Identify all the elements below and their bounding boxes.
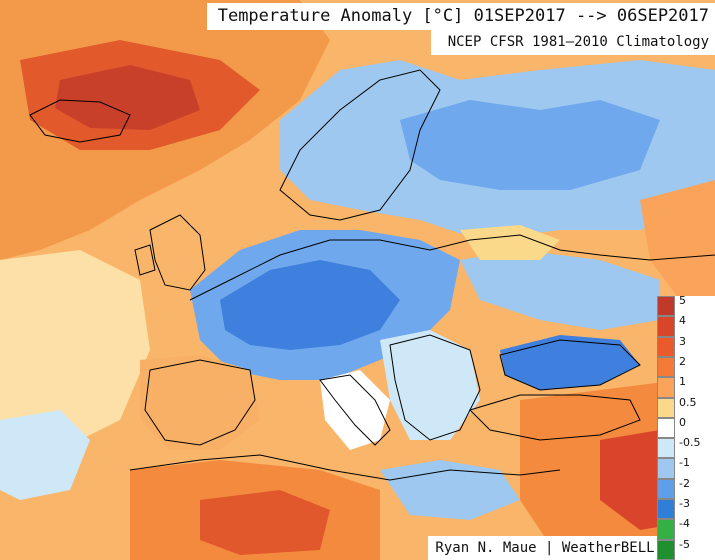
coastline-black-sea xyxy=(499,339,641,391)
coastline-turkey xyxy=(469,394,641,441)
map-subtitle: NCEP CFSR 1981–2010 Climatology xyxy=(431,30,715,55)
hot-core xyxy=(55,65,200,130)
legend-label: -2 xyxy=(679,476,690,490)
legend-label: -5 xyxy=(679,537,690,551)
warm-russia xyxy=(640,180,715,300)
cool-atlantic-patch xyxy=(0,410,90,500)
legend-swatch xyxy=(657,478,675,500)
legend-swatch xyxy=(657,356,675,378)
legend-label: -3 xyxy=(679,497,690,511)
mixed-balkans xyxy=(380,330,480,440)
cooler-scandinavia xyxy=(400,100,660,190)
legend-item: 3 xyxy=(657,334,715,357)
legend-label: -1 xyxy=(679,456,690,470)
legend-label: -0.5 xyxy=(679,436,701,450)
legend-item: 0 xyxy=(657,415,715,439)
legend-label: 5 xyxy=(679,294,686,307)
legend-item: -2 xyxy=(657,476,715,500)
hot-sahara xyxy=(200,490,330,555)
coastline-iberia xyxy=(144,359,256,446)
legend-item: 5 xyxy=(657,294,715,317)
strong-cool-france-germany xyxy=(220,260,400,350)
light-atlantic xyxy=(0,250,150,460)
legend-swatch xyxy=(657,316,675,337)
legend-item: 1 xyxy=(657,375,715,398)
neutral-italy xyxy=(320,370,390,450)
coastline-north-africa xyxy=(129,454,561,481)
legend-item: 0.5 xyxy=(657,395,715,418)
credit-label: Ryan N. Maue | WeatherBELL xyxy=(428,536,662,560)
coastline-balkans xyxy=(389,334,481,441)
legend-item: -5 xyxy=(657,537,715,560)
cool-eastern-europe xyxy=(460,250,660,330)
legend-swatch xyxy=(657,417,675,439)
warm-baltic-east xyxy=(460,225,560,260)
legend-swatch xyxy=(657,458,675,479)
legend-label: 4 xyxy=(679,314,686,328)
legend-swatch xyxy=(657,336,675,357)
coastlines xyxy=(29,69,715,481)
coastline-british-isles xyxy=(134,214,206,291)
legend-item: -1 xyxy=(657,456,715,479)
legend-item: -3 xyxy=(657,497,715,520)
legend-label: 3 xyxy=(679,334,686,348)
legend-swatch xyxy=(657,377,675,398)
coastline-italy xyxy=(319,374,391,446)
legend-label: 2 xyxy=(679,354,686,368)
legend-label: 0.5 xyxy=(679,395,697,409)
color-legend: 5 4 3 2 1 0.5 0 -0.5 -1 -2 -3 -4 -5 xyxy=(657,294,715,560)
warm-iberia xyxy=(140,355,260,450)
legend-label: 1 xyxy=(679,375,686,389)
legend-label: -4 xyxy=(679,517,690,531)
legend-item: -4 xyxy=(657,517,715,540)
legend-swatch xyxy=(657,499,675,520)
cool-mediterranean xyxy=(380,460,520,520)
legend-label: 0 xyxy=(679,415,686,429)
legend-swatch xyxy=(657,397,675,418)
legend-swatch xyxy=(657,519,675,540)
legend-swatch xyxy=(657,296,675,317)
coastline-iceland xyxy=(29,99,131,143)
coastline-scandinavia xyxy=(279,69,441,221)
legend-item: 2 xyxy=(657,354,715,378)
legend-item: 4 xyxy=(657,314,715,337)
map-title: Temperature Anomaly [°C] 01SEP2017 --> 0… xyxy=(207,3,715,30)
coastline-europe xyxy=(189,234,715,301)
legend-swatch xyxy=(657,438,675,459)
cool-black-sea xyxy=(500,335,640,390)
legend-swatch xyxy=(657,539,675,560)
legend-item: -0.5 xyxy=(657,436,715,459)
